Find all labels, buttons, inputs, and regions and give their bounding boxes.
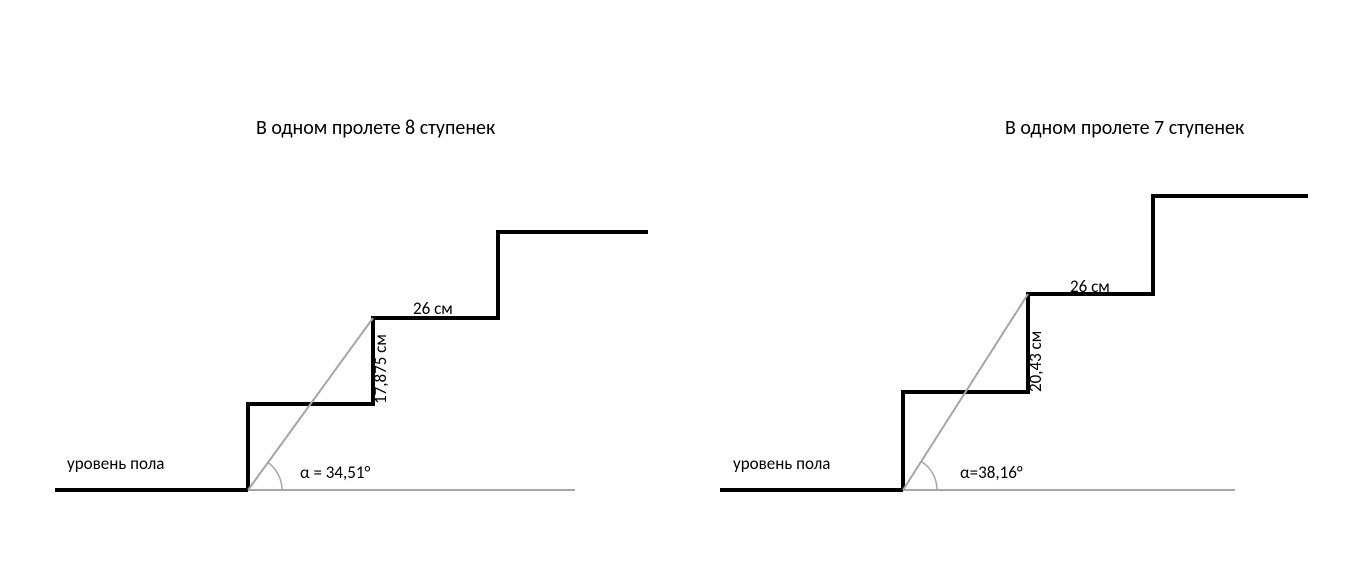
right-stair-diagram <box>720 196 1308 490</box>
right-riser-label: 20,43 см <box>1025 331 1046 392</box>
left-stair-diagram <box>55 232 648 490</box>
left-riser-label: 17,875 см <box>370 334 391 404</box>
right-title: В одном пролете 7 ступенек <box>1005 116 1244 140</box>
left-angle-label: α = 34,51° <box>300 462 370 483</box>
left-title: В одном пролете 8 ступенек <box>256 116 495 140</box>
right-tread-label: 26 см <box>1070 276 1110 297</box>
svg-layer <box>0 0 1362 580</box>
left-tread-label: 26 см <box>413 298 453 319</box>
right-angle-label: α=38,16° <box>960 462 1023 483</box>
left-floor-label: уровень пола <box>67 453 164 474</box>
right-floor-label: уровень пола <box>733 453 830 474</box>
diagram-canvas: В одном пролете 8 ступенек уровень пола … <box>0 0 1362 580</box>
